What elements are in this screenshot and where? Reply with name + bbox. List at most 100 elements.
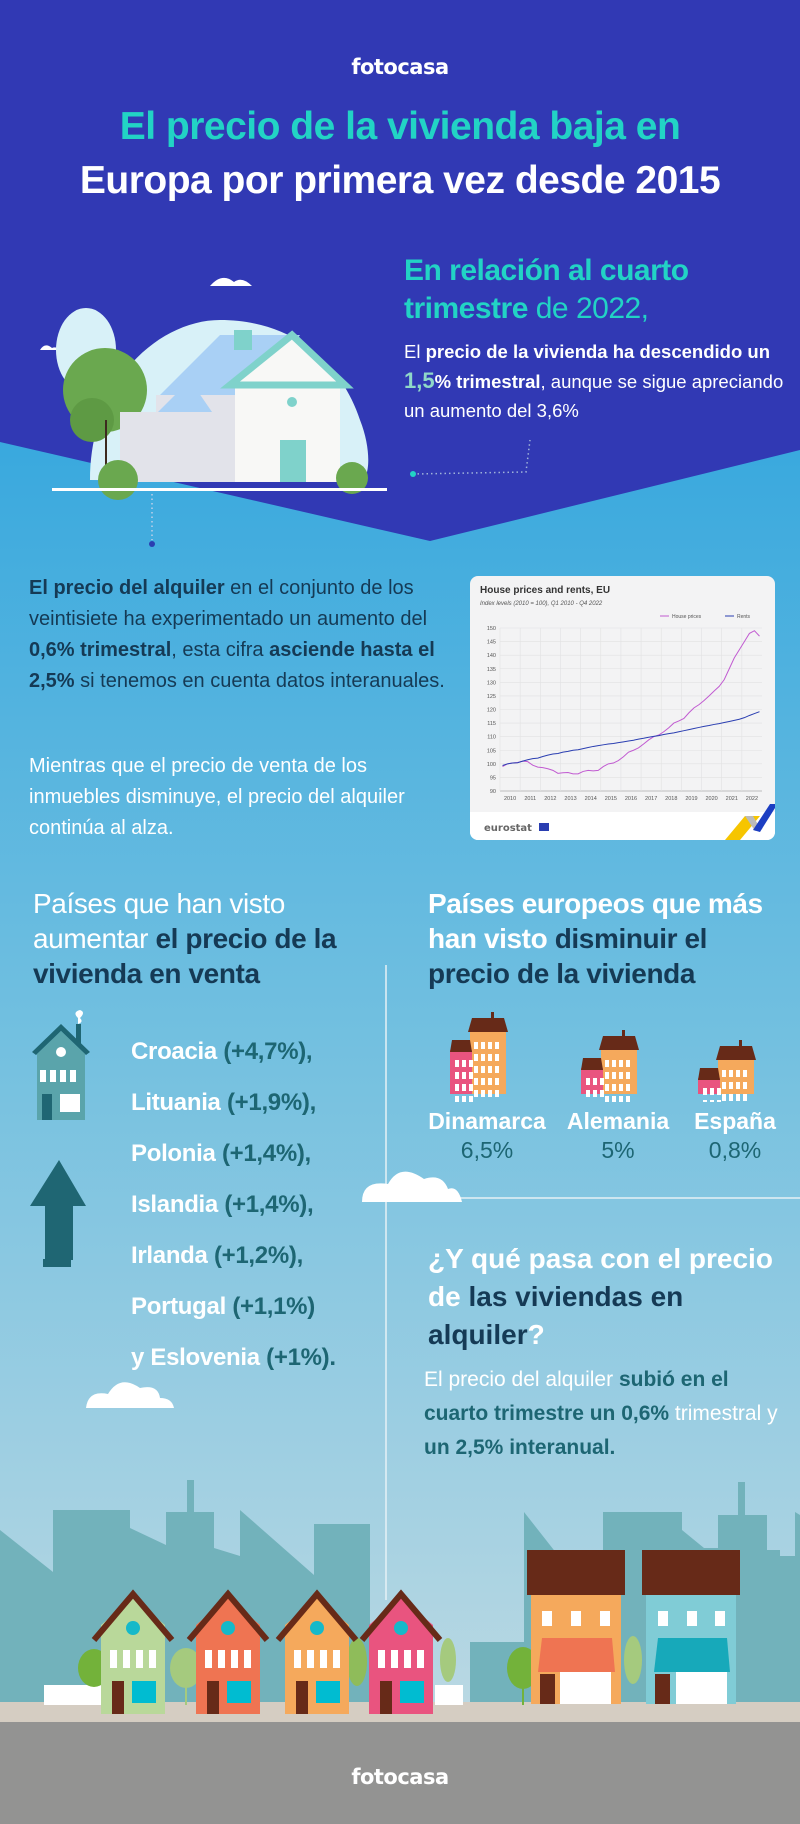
- x-tick-label: 2011: [524, 796, 536, 802]
- text: si tenemos en cuenta datos interanuales.: [74, 670, 445, 692]
- house-prices-rents-chart: House prices and rents, EU Index levels …: [470, 585, 775, 840]
- country-increase-item: Portugal (+1,1%): [131, 1281, 336, 1332]
- country-name: Islandia: [131, 1191, 218, 1218]
- country-value: (+4,7%),: [223, 1038, 313, 1065]
- country-name: Croacia: [131, 1038, 217, 1065]
- increase-icons: [30, 1010, 90, 1267]
- buildings-icon: [698, 1040, 756, 1102]
- page-title-line-2: Europa por primera vez desde 2015: [79, 159, 721, 202]
- series-line-house-prices: [502, 630, 760, 775]
- y-tick-label: 130: [487, 680, 496, 686]
- country-increase-item: Polonia (+1,4%),: [131, 1128, 336, 1179]
- text-bold: subió en el cuarto trimestre un 0,6%: [424, 1368, 729, 1425]
- country-increase-item: Islandia (+1,4%),: [131, 1179, 336, 1230]
- y-tick-label: 100: [487, 762, 496, 768]
- country-name: Lituania: [131, 1089, 221, 1116]
- text: El precio del alquiler: [424, 1368, 619, 1391]
- legend-label: House prices: [672, 614, 702, 620]
- text-bold: 0,6% trimestral: [29, 639, 172, 661]
- arrow-up-icon: [30, 1160, 86, 1267]
- series-line-rents: [502, 711, 760, 766]
- intro-heading-b: trimestre: [404, 292, 528, 325]
- text: ?: [527, 1319, 545, 1350]
- y-tick-label: 115: [487, 721, 496, 727]
- y-tick-label: 95: [490, 775, 496, 781]
- text: El: [404, 341, 426, 362]
- increase-country-list: Croacia (+4,7%), Lituania (+1,9%), Polonia…: [131, 1026, 336, 1383]
- country-value: (+1,1%): [232, 1293, 315, 1320]
- cloud-icon: [86, 1382, 174, 1408]
- y-tick-label: 150: [487, 626, 496, 632]
- country-increase-item: Irlanda (+1,2%),: [131, 1230, 336, 1281]
- decrease-countries: Dinamarca 6,5% Alemania 5% España 0,8%: [428, 1012, 800, 1192]
- shop-cyan: [642, 1550, 740, 1704]
- page-title-line-1: El precio de la vivienda baja en: [119, 105, 681, 148]
- rent-question-paragraph: El precio del alquiler subió en el cuart…: [424, 1363, 794, 1465]
- country-decrease-item: España 0,8%: [670, 1012, 800, 1192]
- country-value: (+1,4%),: [224, 1191, 314, 1218]
- country-name: España: [694, 1108, 776, 1134]
- decrease-heading: Países europeos que más han visto dismin…: [428, 886, 768, 991]
- house-icon: [32, 1010, 90, 1120]
- hero-house-illustration: [40, 277, 387, 500]
- fotocasa-footer-logo[interactable]: fotocasa: [351, 1765, 449, 1789]
- text-bold: precio de la vivienda ha descendido un: [425, 341, 770, 362]
- country-name: Alemania: [566, 1108, 670, 1134]
- text: ¿Y qué pasa con el precio de: [428, 1243, 773, 1312]
- x-tick-label: 2019: [685, 796, 697, 802]
- y-tick-label: 90: [490, 789, 496, 795]
- country-name: y: [131, 1344, 151, 1371]
- x-tick-label: 2021: [726, 796, 738, 802]
- intro-heading-c: de 2022,: [527, 292, 649, 325]
- text-bold: El precio del alquiler: [29, 577, 225, 599]
- rent-paragraph: El precio del alquiler en el conjunto de…: [29, 573, 449, 697]
- x-tick-label: 2016: [625, 796, 637, 802]
- fotocasa-logo[interactable]: fotocasa: [351, 55, 449, 79]
- country-increase-item: Croacia (+4,7%),: [131, 1026, 336, 1077]
- legend-label: Rents: [737, 614, 751, 620]
- highlight-value: 1,5: [404, 368, 435, 393]
- text-bold: % trimestral: [434, 371, 541, 392]
- x-tick-label: 2020: [705, 796, 717, 802]
- text-dark: disminuir el precio de la vivienda: [428, 923, 708, 989]
- text-dark: las viviendas en alquiler: [428, 1281, 684, 1350]
- country-value: (+1,2%),: [213, 1242, 303, 1269]
- text: Países europeos que más han visto: [428, 888, 763, 954]
- intro-heading: En relación al cuarto trimestre de 2022,: [404, 252, 689, 328]
- text: , aunque se sigue apreciando un aumento …: [404, 371, 784, 421]
- country-name: Irlanda: [131, 1242, 208, 1269]
- x-tick-label: 2022: [746, 796, 758, 802]
- country-name: Dinamarca: [428, 1108, 546, 1134]
- intro-heading-a: En relación al cuarto: [404, 254, 689, 287]
- rent-question-heading: ¿Y qué pasa con el precio de las viviend…: [428, 1240, 788, 1354]
- country-decrease-item: Alemania 5%: [553, 1012, 683, 1192]
- shop-orange: [527, 1550, 625, 1704]
- intro-paragraph: El precio de la vivienda ha descendido u…: [404, 337, 794, 425]
- increase-heading: Países que han visto aumentar el precio …: [33, 886, 373, 991]
- y-tick-label: 140: [487, 653, 496, 659]
- country-name: Eslovenia: [150, 1344, 260, 1371]
- sale-paragraph: Mientras que el precio de venta de los i…: [29, 755, 405, 839]
- x-tick-label: 2013: [564, 796, 576, 802]
- text: , esta cifra: [171, 639, 270, 661]
- country-value: 6,5%: [460, 1137, 514, 1163]
- buildings-icon: [450, 1012, 508, 1102]
- y-tick-label: 145: [487, 640, 496, 646]
- country-increase-item: y Eslovenia (+1%).: [131, 1332, 336, 1383]
- y-tick-label: 125: [487, 694, 496, 700]
- y-tick-label: 135: [487, 667, 496, 673]
- chart-subtitle: Index levels (2010 = 100), Q1 2010 - Q4 …: [480, 601, 603, 607]
- text: en el conjunto de los veintisiete ha exp…: [29, 577, 428, 630]
- row-houses: [91, 1589, 443, 1714]
- buildings-icon: [581, 1030, 639, 1102]
- x-tick-label: 2010: [504, 796, 516, 802]
- country-decrease-item: Dinamarca 6,5%: [422, 1012, 552, 1192]
- text: Países que han visto aumentar: [33, 888, 285, 954]
- country-name: Polonia: [131, 1140, 216, 1167]
- cloud-icon: [210, 277, 252, 286]
- chart-card: House prices and rents, EU Index levels …: [470, 576, 775, 840]
- country-value: (+1,4%),: [221, 1140, 311, 1167]
- row-house: [91, 1589, 175, 1714]
- cloud-icon: [362, 1171, 462, 1202]
- y-tick-label: 120: [487, 708, 496, 714]
